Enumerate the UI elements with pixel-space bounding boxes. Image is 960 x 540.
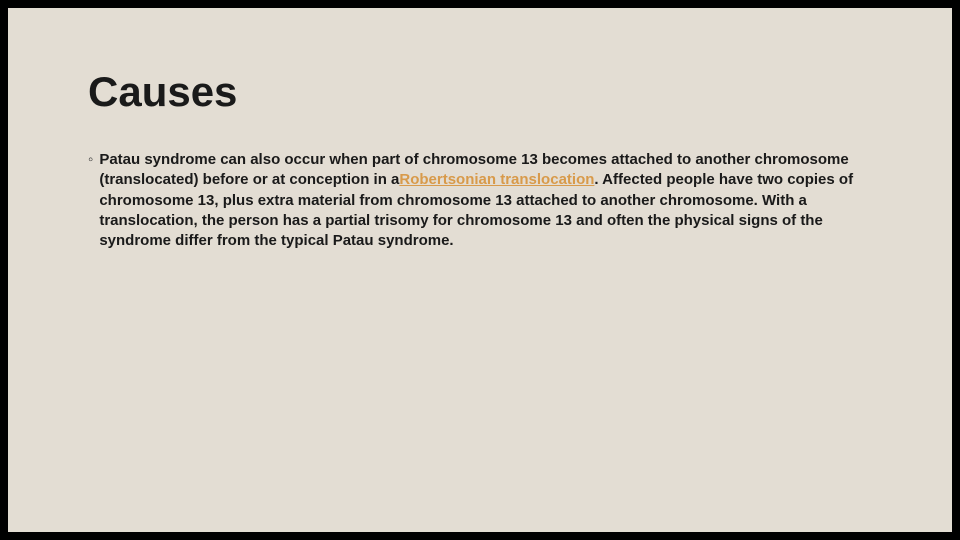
bullet-text: Patau syndrome can also occur when part … [99,150,869,251]
bullet-marker: ◦ [88,150,93,170]
slide-container: Causes ◦ Patau syndrome can also occur w… [8,8,952,532]
slide-title: Causes [88,68,872,116]
bullet-item: ◦ Patau syndrome can also occur when par… [88,150,872,251]
robertsonian-translocation-link[interactable]: Robertsonian translocation [399,171,594,188]
